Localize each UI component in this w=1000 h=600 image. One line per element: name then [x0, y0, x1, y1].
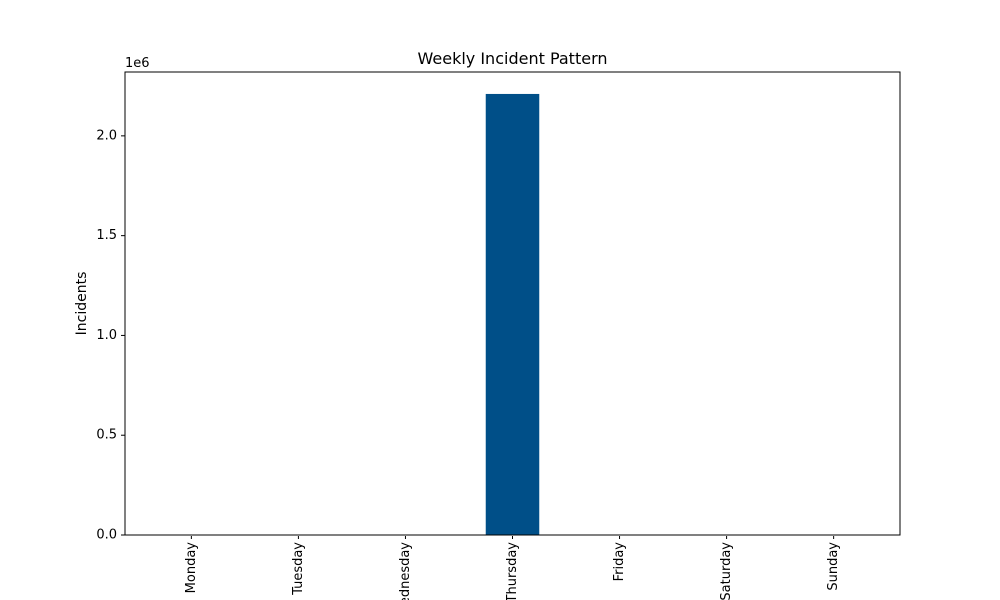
y-tick-label: 0.0 — [96, 528, 117, 543]
x-tick-label: Tuesday — [291, 542, 306, 596]
bar-thursday — [485, 93, 540, 535]
x-tick-label: Thursday — [505, 542, 520, 600]
y-tick-label: 0.5 — [96, 428, 117, 443]
y-axis-offset-label: 1e6 — [125, 56, 150, 71]
y-tick-label: 1.5 — [96, 228, 117, 243]
x-tick-label: Sunday — [826, 542, 841, 591]
plot-area-frame — [124, 71, 901, 536]
y-axis-ticks: 0.0 0.5 1.0 1.5 2.0 — [96, 128, 125, 543]
x-tick-label: Saturday — [719, 542, 734, 600]
chart-title: Weekly Incident Pattern — [418, 49, 608, 68]
y-axis-label: Incidents — [74, 272, 90, 336]
x-tick-label: Wednesday — [398, 542, 413, 600]
bars-layer — [485, 93, 540, 535]
y-tick-label: 2.0 — [96, 128, 117, 143]
x-axis-ticks: Monday Tuesday Wednesday Thursday Friday Satu… — [184, 536, 841, 600]
y-tick-label: 1.0 — [96, 328, 117, 343]
x-tick-label: Monday — [184, 542, 199, 594]
x-tick-label: Friday — [612, 542, 627, 582]
